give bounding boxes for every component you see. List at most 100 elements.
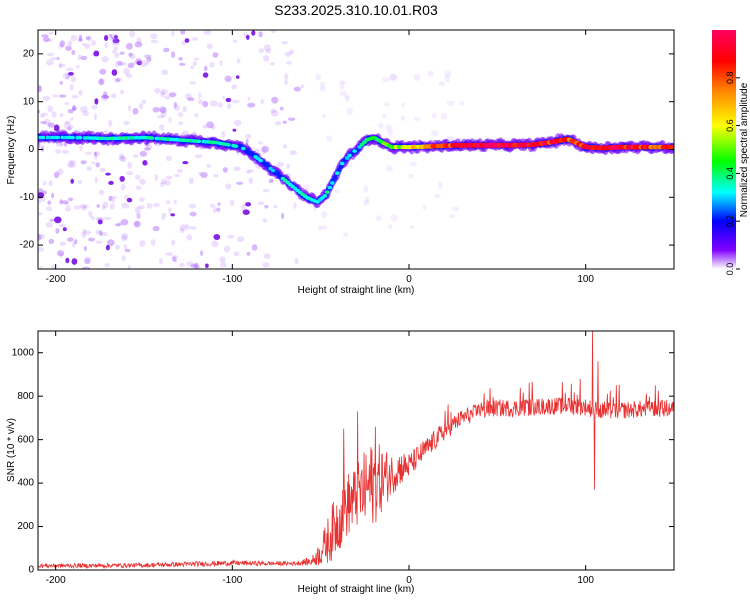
colorbar: 0.0 0.2 0.4 0.6 0.8 Normalized spectral ampl…: [712, 30, 750, 275]
spectrogram-noise-blob: [55, 149, 62, 154]
snr-ytick-label: 600: [17, 434, 34, 445]
snr-xtick-label: 0: [406, 575, 412, 586]
spectrogram-noise-blob: [67, 40, 73, 47]
spectrogram-noise-blob: [413, 73, 421, 81]
spectrogram-noise-blob: [96, 204, 100, 208]
spectrogram-noise-blob: [179, 224, 187, 231]
spectrogram-noise-blob: [271, 96, 279, 104]
spectrogram-noise-blob: [198, 171, 203, 176]
spectrogram-noise-blob: [265, 48, 272, 54]
spectrogram-noise-blob: [263, 253, 271, 260]
spectrogram-noise-blob: [229, 199, 235, 206]
spectrogram-noise-blob: [168, 92, 177, 98]
colorbar-tick-label: 0.4: [725, 167, 735, 180]
spectrogram-noise-blob: [129, 30, 136, 38]
spectrogram-noise-blob: [55, 228, 60, 234]
spectrogram-noise-blob: [38, 212, 43, 216]
spectrogram-ridge: [38, 130, 674, 209]
spectrogram-noise-blob: [101, 204, 106, 211]
spectrogram-noise-blob: [223, 245, 231, 253]
spectrogram-noise-blob: [99, 68, 107, 75]
page-title: S233.2025.310.10.01.R03: [274, 2, 438, 18]
spectrogram-noise-blob: [263, 55, 270, 62]
spectrogram-noise-blob: [71, 49, 76, 56]
snr-series-line: [38, 331, 674, 570]
snr-ytick-label: 200: [17, 521, 34, 532]
spectrogram-noise-blob: [132, 154, 139, 158]
spectrogram-noise-blob: [58, 94, 67, 98]
spectrogram-noise-blob: [65, 257, 70, 264]
spectrogram-noise-blob: [388, 223, 393, 230]
spectrogram-noise-blob: [119, 176, 123, 180]
spectrogram-noise-blob: [133, 220, 141, 228]
spectrogram-noise-blob: [126, 197, 133, 203]
spectrogram-noise-blob: [120, 89, 125, 95]
spectrogram-noise-blob: [123, 244, 127, 251]
spectrogram-noise-blob: [127, 62, 135, 69]
spectrogram-noise-blob: [247, 96, 251, 101]
spectrogram-noise-blob: [233, 251, 240, 257]
spectrogram-noise-blob: [303, 184, 311, 191]
ridge-peak: [670, 144, 674, 150]
spectrogram-noise-blob: [177, 112, 184, 118]
spectrogram-noise-blob: [200, 172, 208, 178]
spectrogram-noise-blob: [342, 232, 349, 237]
spectrogram-noise-blob: [127, 161, 132, 169]
spectrogram-noise-blob: [77, 54, 82, 61]
spectrogram-noise-blob: [54, 216, 62, 224]
spectrogram-noise-blob: [112, 40, 120, 46]
spectrogram-noise-blob: [339, 80, 347, 85]
spectrogram-noise-blob: [70, 178, 74, 184]
spectrogram-noise-blob: [247, 169, 254, 173]
spectrogram-noise-blob: [121, 202, 130, 209]
spectrogram-noise-blob: [210, 100, 218, 107]
spectrogram-noise-blob: [127, 105, 132, 112]
spectrogram-noise-blob: [121, 254, 126, 262]
spectrogram-noise-blob: [59, 81, 63, 85]
spectrogram-noise-blob: [114, 52, 120, 58]
spectrogram-noise-blob: [110, 33, 118, 41]
spectrogram-noise-blob: [111, 197, 115, 204]
spectrogram-noise-blob: [270, 30, 276, 34]
spectrogram-noise-blob: [161, 212, 167, 219]
spectrogram-noise-blob: [159, 124, 165, 131]
spectrogram-noise-blob: [99, 168, 106, 173]
spectrogram-noise-blob: [319, 81, 326, 89]
spectrogram-noise-blob: [184, 38, 190, 43]
spectrogram-noise-blob: [84, 151, 92, 155]
spectrogram-noise-blob: [145, 61, 150, 65]
spectrogram-noise-blob: [284, 73, 289, 80]
spectrogram-noise-blob: [231, 99, 240, 104]
spectrogram-noise-blob: [99, 230, 103, 236]
spectrogram-noise-blob: [104, 42, 108, 49]
spectrogram-noise-blob: [38, 197, 42, 204]
spectrogram-noise-blob: [173, 101, 178, 108]
spectrogram-noise-blob: [178, 57, 184, 61]
spectrogram-noise-blob: [39, 265, 43, 269]
spectrogram-noise-blob: [193, 262, 199, 269]
spectrogram-noise-blob: [78, 38, 83, 42]
spectrogram-noise-blob: [160, 88, 168, 95]
spectrogram-noise-blob: [227, 234, 235, 239]
spectrogram-noise-blob: [124, 248, 131, 253]
spectrogram-noise-blob: [216, 207, 221, 212]
ridge-peak: [40, 135, 46, 140]
spectrogram-noise-blob: [221, 131, 226, 138]
spectrogram-noise-blob: [97, 219, 103, 225]
spectrogram-noise-blob: [451, 206, 460, 212]
spectrogram-noise-blob: [383, 102, 390, 107]
spectrogram-noise-blob: [194, 113, 199, 118]
spectrogram-noise-blob: [236, 236, 245, 243]
spectrogram-noise-blob: [79, 105, 88, 113]
spectrogram-noise-blob: [67, 197, 74, 202]
spectrogram-noise-blob: [314, 73, 322, 81]
spectrogram-noise-blob: [202, 124, 208, 129]
spectrogram-noise-blob: [101, 56, 109, 63]
spectrogram-noise-blob: [321, 210, 328, 219]
spectrogram-noise-blob: [128, 52, 133, 57]
spectrogram-noise-blob: [163, 47, 170, 53]
spectrogram-noise-blob: [182, 105, 187, 113]
snr-plot-area: [38, 331, 674, 570]
spectrogram-noise-blob: [181, 40, 187, 46]
ridge-peak: [325, 190, 330, 195]
